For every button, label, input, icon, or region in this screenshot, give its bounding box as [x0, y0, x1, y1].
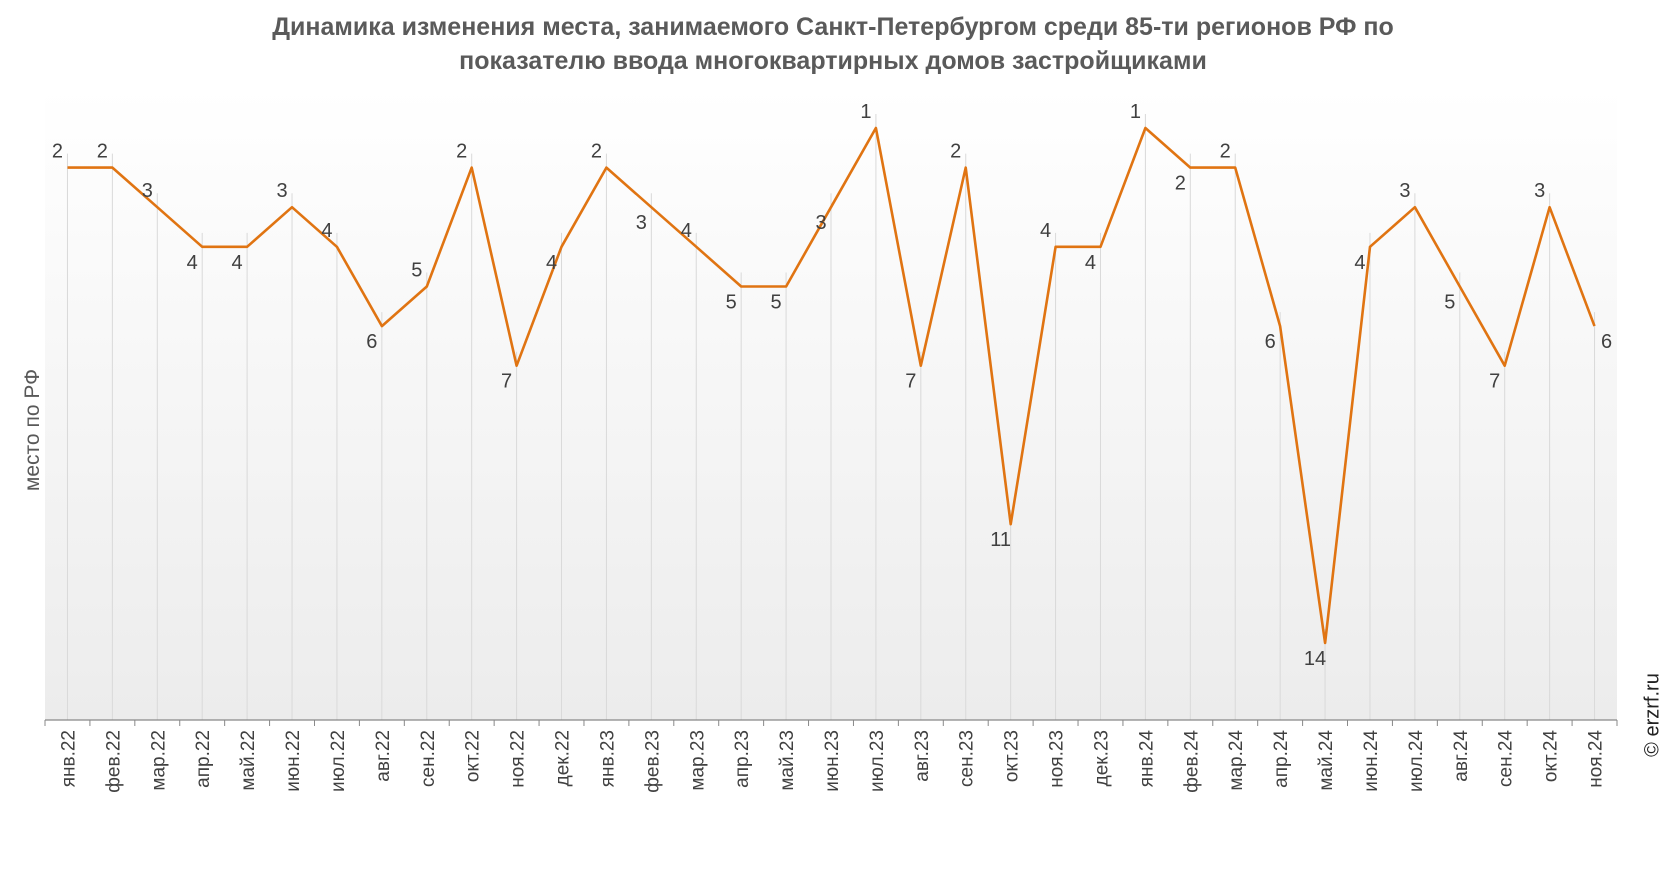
data-label: 5	[771, 291, 782, 313]
x-tick-label: дек.22	[553, 730, 574, 786]
data-label: 2	[1220, 141, 1231, 163]
x-tick-label: ноя.24	[1586, 730, 1607, 788]
data-label: 3	[1399, 180, 1410, 202]
data-label: 4	[187, 252, 198, 274]
x-tick-label: окт.24	[1541, 730, 1562, 783]
x-tick-label: авг.22	[373, 730, 394, 782]
x-tick-label: май.23	[777, 730, 798, 791]
data-label: 3	[276, 180, 287, 202]
x-tick-label: июл.23	[867, 730, 888, 792]
x-tick-label: янв.23	[597, 730, 618, 787]
x-tick-label: июн.23	[822, 730, 843, 792]
data-label: 6	[1601, 331, 1612, 353]
data-label: 14	[1304, 648, 1326, 670]
x-tick-label: мар.22	[148, 730, 169, 791]
data-labels: 2 2 3 4 4 3 4 6 5 2 7 4 2 3 4 5 5 3 1 7 2 11 4 4 1 2 2 6 14 4 3 5 7 3 6	[52, 101, 1612, 670]
data-label: 2	[97, 141, 108, 163]
x-tick-label: янв.22	[58, 730, 79, 787]
data-label: 11	[990, 529, 1011, 551]
data-label: 5	[726, 291, 737, 313]
data-label: 4	[1085, 252, 1096, 274]
series-line	[67, 126, 1596, 645]
x-tick-label: фев.23	[642, 730, 663, 793]
data-label: 4	[1040, 220, 1051, 242]
data-label: 3	[636, 212, 647, 234]
data-label: 1	[860, 101, 871, 123]
x-tick-label: июл.24	[1406, 730, 1427, 792]
series-line-group	[67, 126, 1596, 645]
data-label: 5	[1444, 291, 1455, 313]
x-tick-label: дек.23	[1091, 730, 1112, 786]
x-tick-label: фев.22	[103, 730, 124, 793]
chart-title: Динамика изменения места, занимаемого Са…	[0, 10, 1666, 78]
data-label: 4	[232, 252, 243, 274]
x-tick-label: окт.23	[1002, 730, 1023, 782]
data-label: 2	[591, 141, 602, 163]
x-tick-label: фев.24	[1181, 730, 1202, 793]
x-tick-label: июн.22	[283, 730, 304, 792]
data-label: 3	[815, 212, 826, 234]
x-tick-label: авг.23	[912, 730, 933, 782]
data-label: 2	[1175, 173, 1186, 195]
data-label: 2	[456, 141, 467, 163]
data-label: 4	[681, 220, 692, 242]
data-label: 7	[1489, 371, 1500, 393]
x-axis-ticks	[44, 720, 1618, 726]
data-label: 4	[546, 252, 557, 274]
gridlines	[66, 114, 1596, 720]
data-label: 2	[52, 141, 63, 163]
x-tick-label: июл.22	[328, 730, 349, 792]
data-label: 6	[1265, 331, 1276, 353]
x-axis-tick-labels: янв.22 фев.22 мар.22 апр.22 май.22 июн.22 июл.…	[58, 730, 1606, 793]
data-label: 7	[501, 371, 512, 393]
x-tick-label: сен.22	[418, 730, 439, 787]
chart-title-line-2: показателю ввода многоквартирных домов з…	[459, 47, 1207, 75]
x-tick-label: май.24	[1316, 730, 1337, 791]
data-label: 2	[950, 141, 961, 163]
x-tick-label: май.22	[238, 730, 259, 791]
x-tick-label: апр.24	[1271, 730, 1292, 788]
x-tick-label: ноя.22	[508, 730, 529, 788]
x-tick-label: апр.23	[732, 730, 753, 788]
data-label: 5	[411, 259, 422, 281]
x-tick-label: июн.24	[1361, 730, 1382, 792]
x-tick-label: сен.24	[1496, 730, 1517, 787]
data-label: 3	[142, 180, 153, 202]
x-tick-label: ноя.23	[1047, 730, 1068, 788]
x-tick-label: сен.23	[957, 730, 978, 787]
chart-title-line-1: Динамика изменения места, занимаемого Са…	[272, 13, 1394, 41]
data-label: 4	[321, 220, 332, 242]
x-tick-label: окт.22	[463, 730, 484, 782]
x-tick-label: апр.22	[193, 730, 214, 788]
x-tick-label: мар.23	[687, 730, 708, 791]
x-tick-label: мар.24	[1226, 730, 1247, 791]
data-label: 6	[366, 331, 377, 353]
data-label: 4	[1354, 252, 1365, 274]
data-label: 1	[1130, 101, 1141, 123]
x-tick-label: авг.24	[1451, 730, 1472, 782]
x-tick-label: янв.24	[1136, 730, 1157, 788]
data-label: 3	[1534, 180, 1545, 202]
data-label: 7	[905, 371, 916, 393]
